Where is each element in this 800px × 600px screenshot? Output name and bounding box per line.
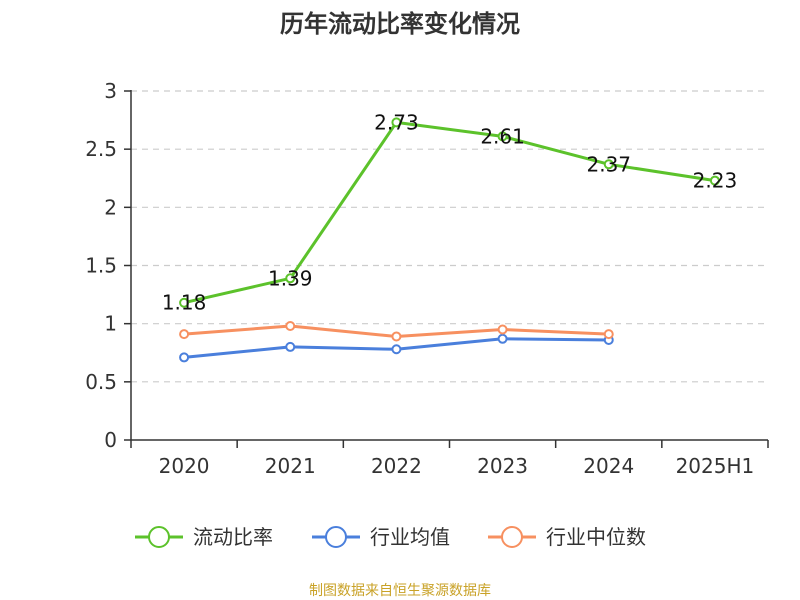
y-tick-label: 1.5 [85, 254, 117, 278]
x-tick-label: 2022 [371, 454, 422, 478]
data-point[interactable] [497, 324, 508, 335]
data-point[interactable] [179, 297, 190, 308]
data-point[interactable] [391, 117, 402, 128]
data-point[interactable] [497, 333, 508, 344]
legend-label: 行业中位数 [546, 525, 646, 549]
legend-marker-icon [325, 526, 347, 548]
legend[interactable]: 流动比率 行业均值 行业中位数 [135, 525, 646, 549]
y-tick-label: 2.5 [85, 137, 117, 161]
x-tick-label: 2023 [477, 454, 528, 478]
data-label: 2.23 [693, 169, 738, 193]
data-point[interactable] [285, 320, 296, 331]
legend-item[interactable]: 行业均值 [312, 525, 450, 549]
data-labels: 1.18 1.39 2.73 2.61 2.37 2.23 [162, 110, 737, 314]
legend-label: 流动比率 [193, 525, 273, 549]
legend-marker-icon [501, 526, 523, 548]
data-point[interactable] [603, 159, 614, 170]
data-point[interactable] [179, 329, 190, 340]
x-tick-label: 2024 [583, 454, 634, 478]
data-point[interactable] [391, 344, 402, 355]
x-axis: 2020 2021 2022 2023 2024 2025H1 [130, 439, 769, 478]
legend-item[interactable]: 流动比率 [135, 525, 273, 549]
legend-marker-icon [148, 526, 170, 548]
data-point[interactable] [709, 175, 720, 186]
y-tick-label: 2 [104, 195, 117, 219]
data-point[interactable] [285, 341, 296, 352]
gridlines [131, 90, 768, 383]
y-tick-label: 0 [104, 428, 117, 452]
y-tick-label: 0.5 [85, 370, 117, 394]
data-point[interactable] [603, 329, 614, 340]
data-point[interactable] [391, 331, 402, 342]
data-point[interactable] [497, 131, 508, 142]
y-axis: 0 0.5 1 1.5 2 2.5 3 [85, 79, 132, 452]
series-2 [179, 320, 614, 342]
series-layer [179, 117, 720, 363]
data-label: 2.37 [586, 152, 631, 176]
x-tick-label: 2021 [265, 454, 316, 478]
legend-item[interactable]: 行业中位数 [488, 525, 646, 549]
x-tick-label: 2020 [159, 454, 210, 478]
series-0 [179, 117, 720, 308]
source-note: 制图数据来自恒生聚源数据库 [309, 583, 491, 599]
y-tick-label: 1 [104, 312, 117, 336]
y-tick-label: 3 [104, 79, 117, 103]
legend-label: 行业均值 [370, 525, 450, 549]
data-label: 2.61 [480, 124, 525, 148]
data-label: 2.73 [374, 110, 419, 134]
chart-title: 历年流动比率变化情况 [280, 10, 520, 38]
x-tick-label: 2025H1 [676, 454, 755, 478]
data-point[interactable] [179, 352, 190, 363]
data-point[interactable] [285, 273, 296, 284]
series-line [183, 120, 716, 305]
data-label: 1.18 [162, 291, 207, 315]
data-label: 1.39 [268, 266, 313, 290]
